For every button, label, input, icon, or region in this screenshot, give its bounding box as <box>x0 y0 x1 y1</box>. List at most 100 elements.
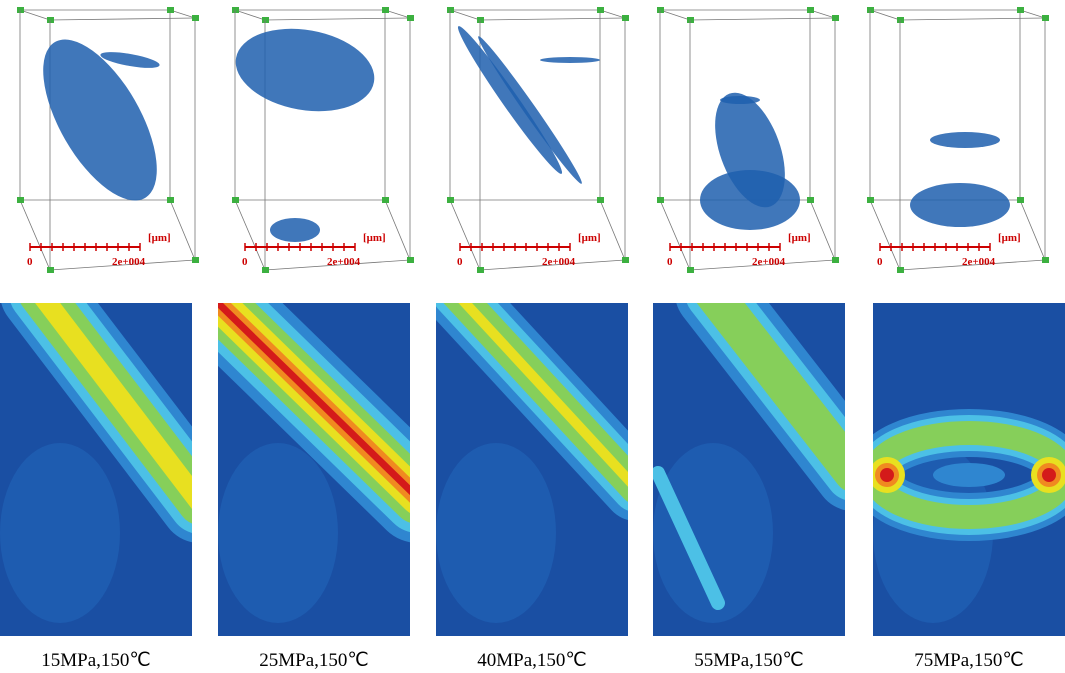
corner-marker <box>657 197 664 203</box>
contour-region <box>653 443 773 623</box>
contour-peak <box>880 468 894 482</box>
fracture <box>478 36 582 184</box>
scale-unit: [μm] <box>788 232 811 244</box>
scale-end: 2e+004 <box>327 256 361 268</box>
box-edge <box>659 199 691 271</box>
corner-marker <box>382 197 389 203</box>
scale-bar: 0 2e+004[μm] <box>242 232 386 268</box>
corner-marker <box>1017 7 1024 13</box>
box-edge <box>809 9 836 19</box>
contour-map <box>218 303 410 636</box>
box-edge <box>449 199 481 271</box>
box-edge <box>1019 199 1046 261</box>
box-edge <box>49 17 196 21</box>
box-edge <box>234 9 266 21</box>
contour-region <box>218 443 338 623</box>
corner-marker <box>17 197 24 203</box>
scale-end: 2e+004 <box>962 256 996 268</box>
corner-marker <box>897 267 904 273</box>
corner-marker <box>687 267 694 273</box>
contour-region <box>436 443 556 623</box>
scale-unit: [μm] <box>998 232 1021 244</box>
fracture <box>100 52 160 68</box>
box-edge <box>49 259 196 271</box>
corner-marker <box>192 15 199 21</box>
corner-marker <box>867 7 874 13</box>
corner-marker <box>447 197 454 203</box>
corner-marker <box>477 267 484 273</box>
box-edge <box>659 9 691 21</box>
corner-marker <box>1017 197 1024 203</box>
scale-bar: 0 2e+004[μm] <box>457 232 601 268</box>
caption: 75MPa,150℃ <box>914 650 1023 671</box>
scale-start: 0 <box>27 256 33 268</box>
corner-marker <box>232 197 239 203</box>
fracture <box>715 92 785 208</box>
box-edge <box>169 199 196 261</box>
scale-end: 2e+004 <box>752 256 786 268</box>
caption: 15MPa,150℃ <box>41 650 150 671</box>
corner-marker <box>167 7 174 13</box>
corner-marker <box>262 267 269 273</box>
scale-start: 0 <box>877 256 883 268</box>
corner-marker <box>832 257 839 263</box>
ct-render: 0 2e+004[μm] <box>232 7 414 273</box>
corner-marker <box>622 257 629 263</box>
contour-layers <box>0 303 192 636</box>
box-edge <box>449 9 481 21</box>
corner-marker <box>657 7 664 13</box>
corner-marker <box>407 15 414 21</box>
contour-band <box>35 303 192 510</box>
corner-marker <box>807 197 814 203</box>
scale-unit: [μm] <box>578 232 601 244</box>
caption: 40MPa,150℃ <box>477 650 586 671</box>
corner-marker <box>597 7 604 13</box>
contour-map <box>436 303 628 636</box>
corner-marker <box>262 17 269 23</box>
corner-marker <box>1042 15 1049 21</box>
box-edge <box>264 17 411 21</box>
box-edge <box>689 259 836 271</box>
scale-bar: 0 2e+004[μm] <box>877 232 1021 268</box>
corner-marker <box>232 7 239 13</box>
box-edge <box>869 9 901 21</box>
corner-marker <box>687 17 694 23</box>
contour-layers <box>436 303 628 636</box>
corner-marker <box>47 267 54 273</box>
box-edge <box>479 17 626 21</box>
corner-marker <box>407 257 414 263</box>
corner-marker <box>382 7 389 13</box>
contour-band <box>218 303 410 496</box>
box-edge <box>234 199 266 271</box>
box-edge <box>384 199 411 261</box>
contour-layers <box>653 303 845 636</box>
corner-marker <box>832 15 839 21</box>
ct-render: 0 2e+004[μm] <box>17 7 199 273</box>
contour-band <box>696 303 845 491</box>
box-edge <box>689 17 836 21</box>
box-edge <box>869 199 901 271</box>
box-edge <box>19 9 51 21</box>
fracture <box>910 183 1010 227</box>
corner-marker <box>867 197 874 203</box>
scale-bar: 0 2e+004[μm] <box>27 232 171 268</box>
contour-map <box>873 303 1065 636</box>
contour-map <box>0 303 192 636</box>
scale-start: 0 <box>667 256 673 268</box>
box-edge <box>264 259 411 271</box>
fracture <box>457 26 563 174</box>
contour-map <box>653 303 845 636</box>
corner-marker <box>17 7 24 13</box>
corner-marker <box>897 17 904 23</box>
ct-render: 0 2e+004[μm] <box>867 7 1049 273</box>
fracture <box>270 218 320 242</box>
scale-start: 0 <box>457 256 463 268</box>
contour-layers <box>218 303 410 636</box>
corner-marker <box>47 17 54 23</box>
corner-marker <box>192 257 199 263</box>
corner-marker <box>447 7 454 13</box>
scale-end: 2e+004 <box>112 256 146 268</box>
scale-start: 0 <box>242 256 248 268</box>
box-edge <box>169 9 196 19</box>
